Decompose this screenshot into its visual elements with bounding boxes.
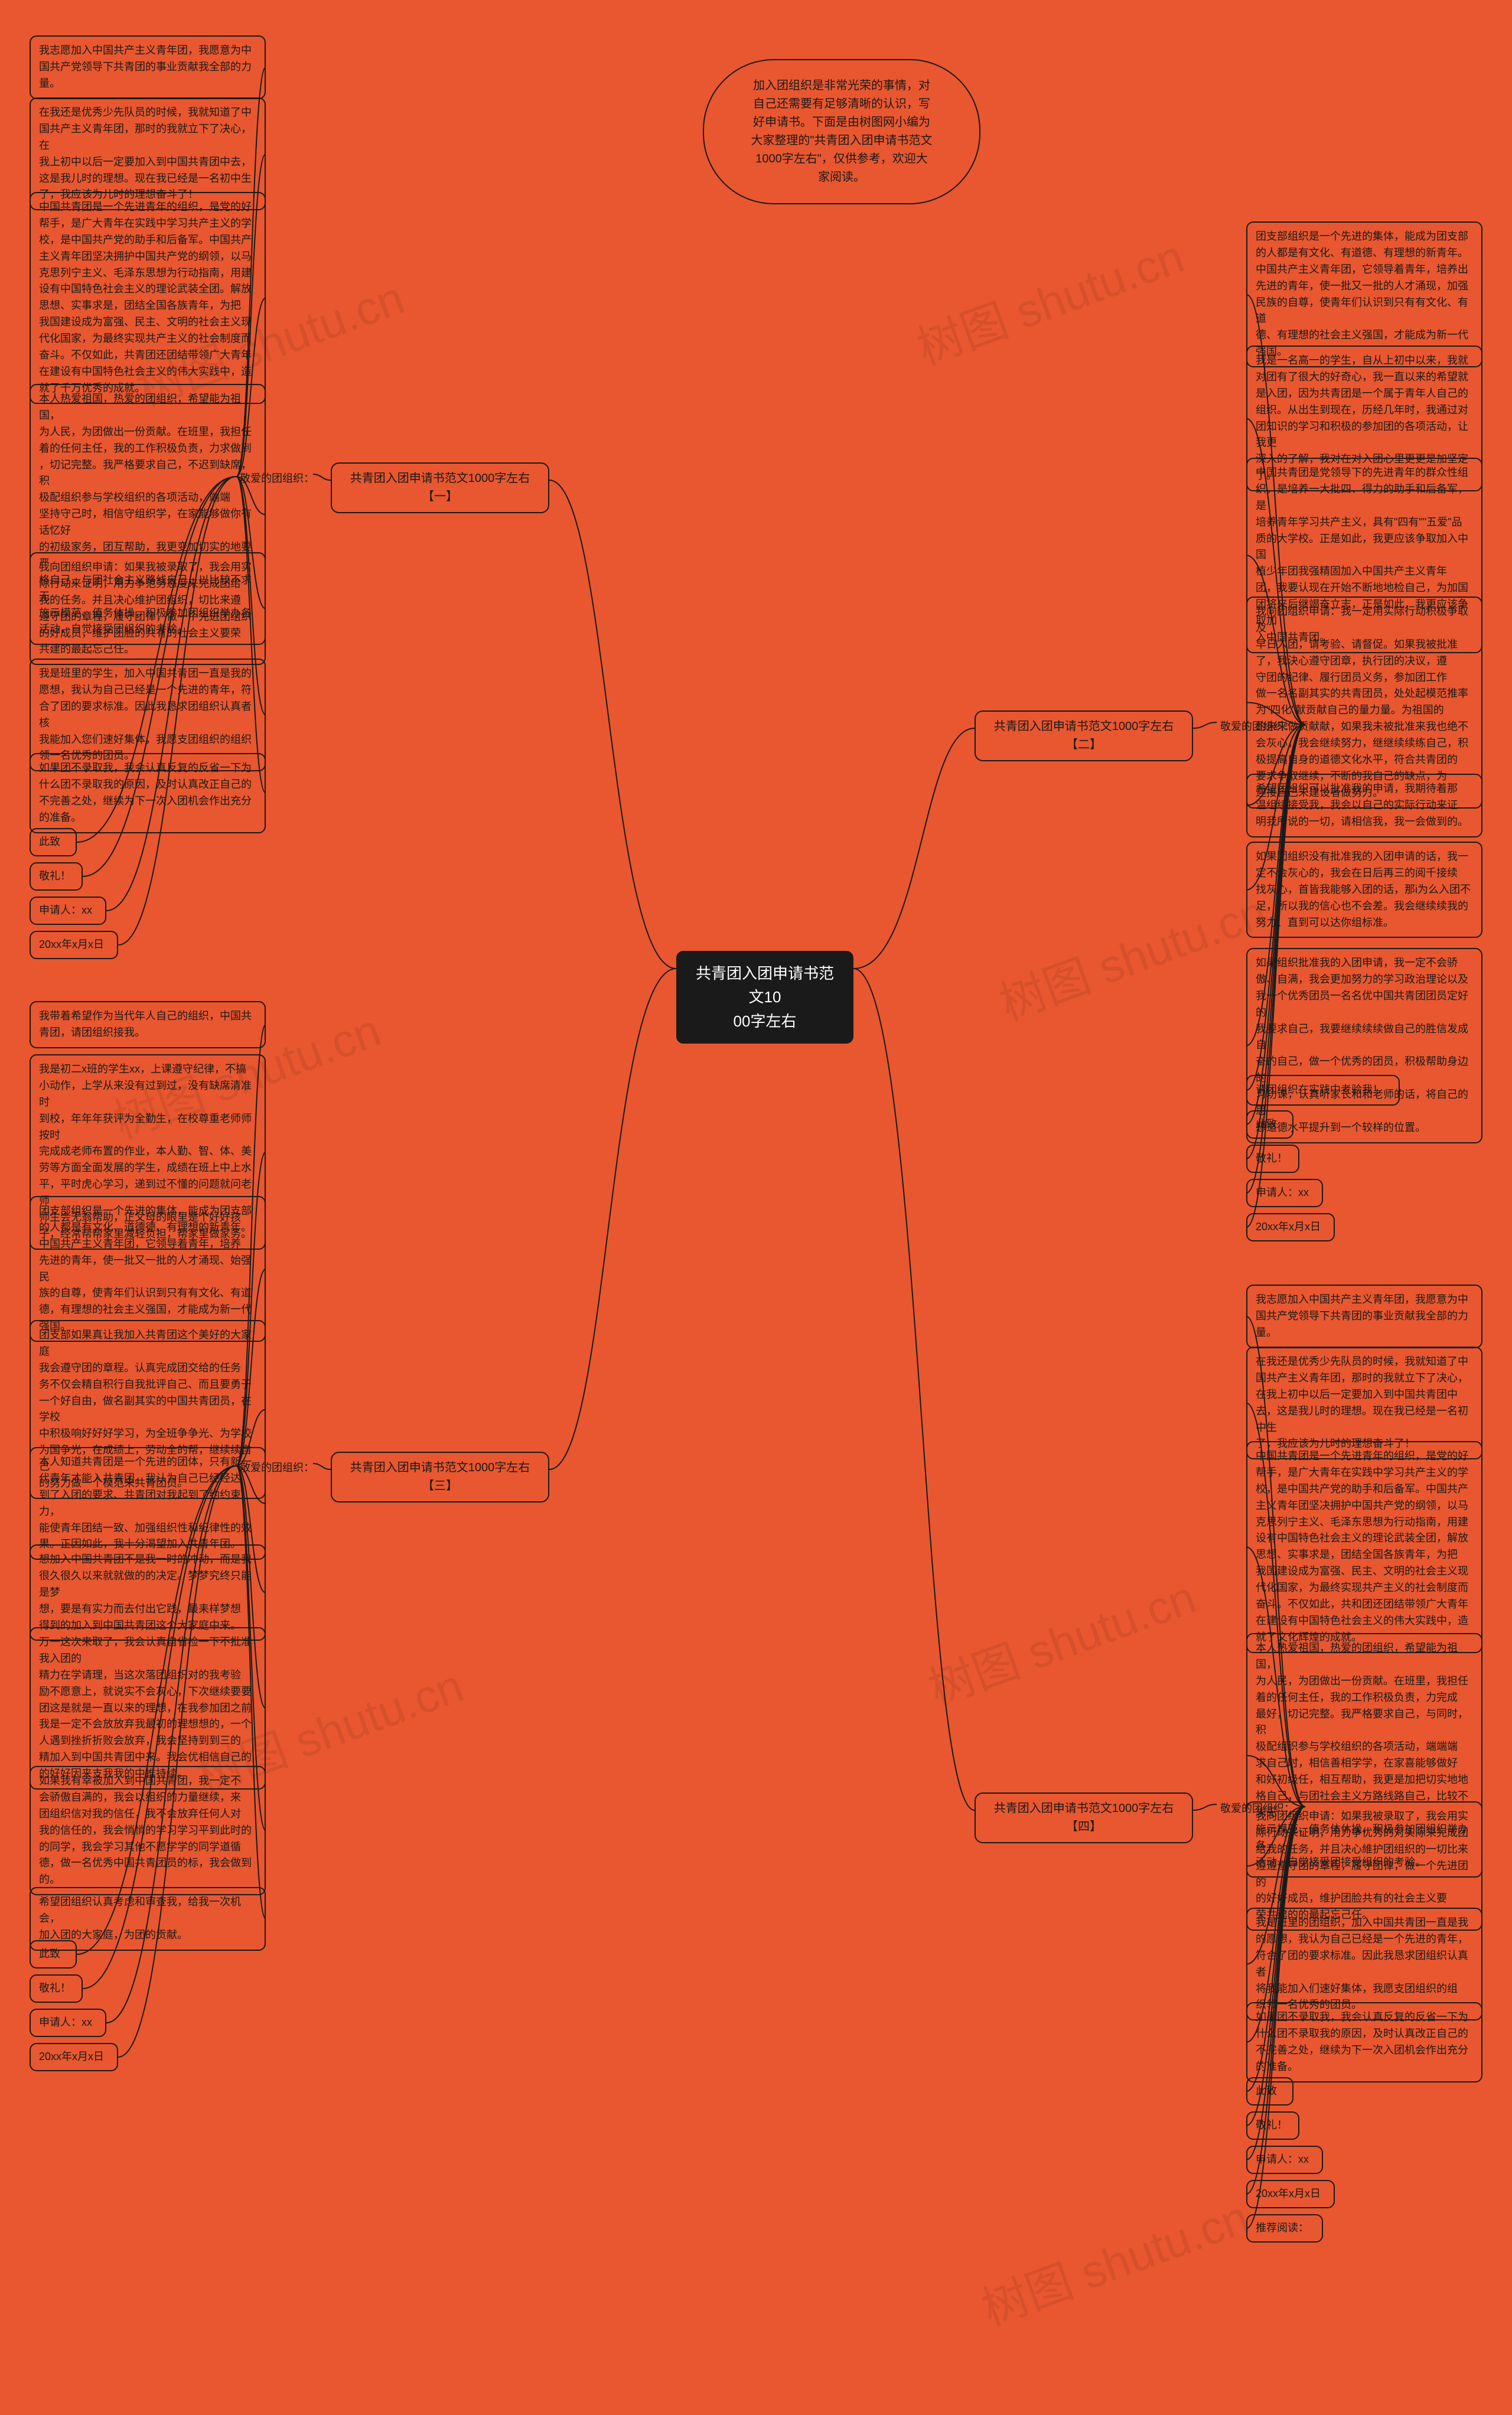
leaf-b2-9: 敬礼！ [1246, 1145, 1299, 1173]
leaf-b2-11: 20xx年x月x日 [1246, 1213, 1335, 1241]
leaf-b3-7: 如果我有幸被加入到中国共青团，我一定不 会骄傲自满的，我会以组织的力量继续，来 … [30, 1766, 266, 1895]
leaf-b4-8: 敬礼！ [1246, 2111, 1299, 2140]
leaf-b1-4: 我向团组织申请：如果我被录取了，我会用实 际行动来证明，用力争范务态度来完成团给… [30, 552, 266, 665]
leaf-b1-0: 我志愿加入中国共产主义青年团，我愿意为中 国共产党领导下共青团的事业贡献我全部的… [30, 35, 266, 99]
branch-node-b3: 共青团入团申请书范文1000字左右 【三】 [331, 1452, 549, 1503]
watermark: 树图 shutu.cn [907, 220, 1191, 378]
leaf-b2-5: 如果团组织没有批准我的入团申请的话，我一 定不会灰心的，我会在日后再三的阅千接续… [1246, 842, 1482, 938]
watermark: 树图 shutu.cn [972, 2181, 1256, 2339]
watermark: 树图 shutu.cn [989, 876, 1274, 1034]
watermark: 树图 shutu.cn [918, 1561, 1203, 1719]
leaf-b4-9: 申请人：xx [1246, 2146, 1323, 2174]
leaf-b3-11: 申请人：xx [30, 2009, 106, 2037]
leaf-b3-6: 万一这次来取了，我会认真自省检一下不批准我入团的 精力在学请理，当这次落团组织对… [30, 1627, 266, 1790]
root-node: 共青团入团申请书范文10 00字左右 [676, 951, 853, 1044]
leaf-b1-8: 敬礼！ [30, 862, 83, 891]
leaf-b4-2: 中国共青团是一个先进青年的组织，是党的好 帮手，是广大青年在实践中学习共产主义的… [1246, 1441, 1482, 1653]
leaf-b3-12: 20xx年x月x日 [30, 2043, 118, 2071]
leaf-b4-0: 我志愿加入中国共产主义青年团，我愿意为中 国共产党领导下共青团的事业贡献我全部的… [1246, 1285, 1482, 1348]
leaf-b4-11: 推荐阅读： [1246, 2214, 1323, 2243]
leaf-b3-5: 想加入中国共青团不是我一时的冲动，而是我 很久很久以来就就做的的决定。梦梦究终只… [30, 1544, 266, 1641]
leaf-b1-6: 如果团不录取我，我会认真反复的反省一下为 什么团不录取我的原因，及时认真改正自己… [30, 753, 266, 833]
leaf-b3-0: 我带着希望作为当代年人自己的组织，中国共 青团，请团组织接我。 [30, 1001, 266, 1048]
branch-node-b2: 共青团入团申请书范文1000字左右 【二】 [975, 711, 1193, 761]
leaf-b2-7: 请团组织在实践中考验我！ [1246, 1075, 1400, 1106]
leaf-b4-7: 此致 [1246, 2077, 1293, 2106]
leaf-b3-9: 此致 [30, 1940, 77, 1968]
leaf-b1-2: 中国共青团是一个先进青年的组织，是党的好 帮手，是广大青年在实践中学习共产主义的… [30, 192, 266, 404]
leaf-b2-10: 申请人：xx [1246, 1179, 1323, 1207]
leaf-b3-10: 敬礼！ [30, 1974, 83, 2003]
leaf-b3-4: 本人知道共青团是一个先进的团体，只有新一 代青年才能入共青团。我认为自己已经经达… [30, 1447, 266, 1560]
branch-node-b4: 共青团入团申请书范文1000字左右 【四】 [975, 1792, 1193, 1843]
leaf-b4-6: 如果团不录取我，我会认真反复的反省一下为 什么团不录取我的原因，及时认真改正自己… [1246, 2002, 1482, 2082]
leaf-b2-8: 此致 [1246, 1110, 1293, 1139]
branch-node-b1: 共青团入团申请书范文1000字左右 【一】 [331, 462, 549, 513]
leaf-b4-10: 20xx年x月x日 [1246, 2180, 1335, 2208]
intro-node: 加入团组织是非常光荣的事情，对 自己还需要有足够清晰的认识，写 好申请书。下面是… [703, 59, 980, 204]
leaf-b1-7: 此致 [30, 828, 77, 856]
mindmap-canvas: 树图 shutu.cn 树图 shutu.cn 树图 shutu.cn 树图 shut… [0, 0, 1512, 2415]
leaf-b1-9: 申请人：xx [30, 897, 106, 925]
leaf-b2-4: 希望团组织可以批准我的申请，我期待着那 温组续接受我，我会以自己的实际行动来证 … [1246, 774, 1482, 837]
leaf-b1-10: 20xx年x月x日 [30, 931, 118, 959]
